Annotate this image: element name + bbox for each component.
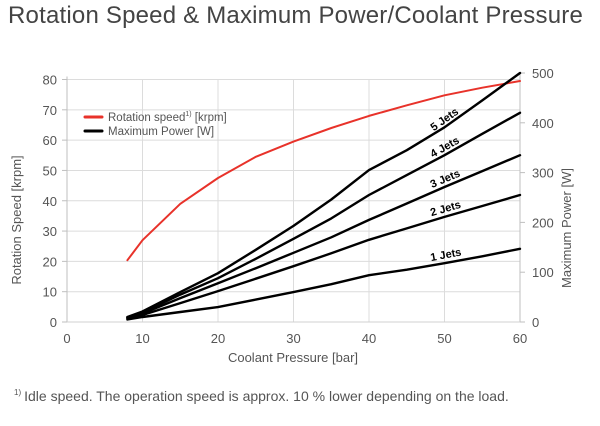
series-line-rotation-speed-krpm <box>126 80 521 262</box>
x-tick-label: 20 <box>211 331 225 346</box>
x-axis-label: Coolant Pressure [bar] <box>228 350 358 365</box>
series-line-3-jets <box>126 154 522 320</box>
legend: Rotation speed1) [krpm] Maximum Power [W] <box>83 111 227 138</box>
series-line-1-jets <box>126 247 522 321</box>
footnote: 1) Idle speed. The operation speed is app… <box>14 388 509 404</box>
legend-unit: [krpm] <box>192 112 227 124</box>
y-tick-label: 20 <box>43 254 57 269</box>
grid <box>67 79 520 322</box>
y-tick-label: 60 <box>43 133 57 148</box>
legend-label-text: Rotation speed <box>108 112 185 124</box>
x-tick-label: 0 <box>63 331 70 346</box>
y2-tick-label: 100 <box>532 265 554 280</box>
y-tick-label: 40 <box>43 194 57 209</box>
y-tick-label: 30 <box>43 224 57 239</box>
x-tick-label: 50 <box>437 331 451 346</box>
y-tick-label: 50 <box>43 163 57 178</box>
x-tick-label: 40 <box>362 331 376 346</box>
legend-label: Maximum Power [W] <box>108 126 214 138</box>
footnote-marker: 1) <box>14 388 22 397</box>
y2-tick-label: 0 <box>532 315 539 330</box>
y-axis-label: Rotation Speed [krpm] <box>9 155 24 284</box>
series-group <box>126 71 522 321</box>
x-tick-label: 10 <box>135 331 149 346</box>
legend-label: Rotation speed1) [krpm] <box>108 111 227 124</box>
x-tick-label: 60 <box>513 331 527 346</box>
y-tick-label: 80 <box>43 73 57 88</box>
legend-superscript: 1) <box>185 111 191 118</box>
y-tick-label: 70 <box>43 103 57 118</box>
y2-tick-label: 400 <box>532 116 554 131</box>
series-line-5-jets <box>126 71 522 319</box>
chart-title: Rotation Speed & Maximum Power/Coolant P… <box>8 2 583 29</box>
y-tick-label: 10 <box>43 285 57 300</box>
y2-tick-label: 300 <box>532 166 554 181</box>
y2-tick-label: 500 <box>532 66 554 81</box>
y-tick-label: 0 <box>50 315 57 330</box>
y2-tick-label: 200 <box>532 215 554 230</box>
y2-axis-label: Maximum Power [W] <box>559 168 574 288</box>
footnote-text: Idle speed. The operation speed is appro… <box>24 388 509 404</box>
axes: 0 10 20 30 40 50 60 70 80 0 10 20 30 40 50 60 0 100 200 300… <box>43 66 554 346</box>
x-tick-label: 30 <box>286 331 300 346</box>
series-line-2-jets <box>126 193 522 320</box>
jet-label: 4 Jets <box>428 135 461 161</box>
series-line-4-jets <box>126 111 522 319</box>
jet-label: 1 Jets <box>430 247 463 264</box>
legend-label-text: Maximum Power [W] <box>108 126 214 138</box>
